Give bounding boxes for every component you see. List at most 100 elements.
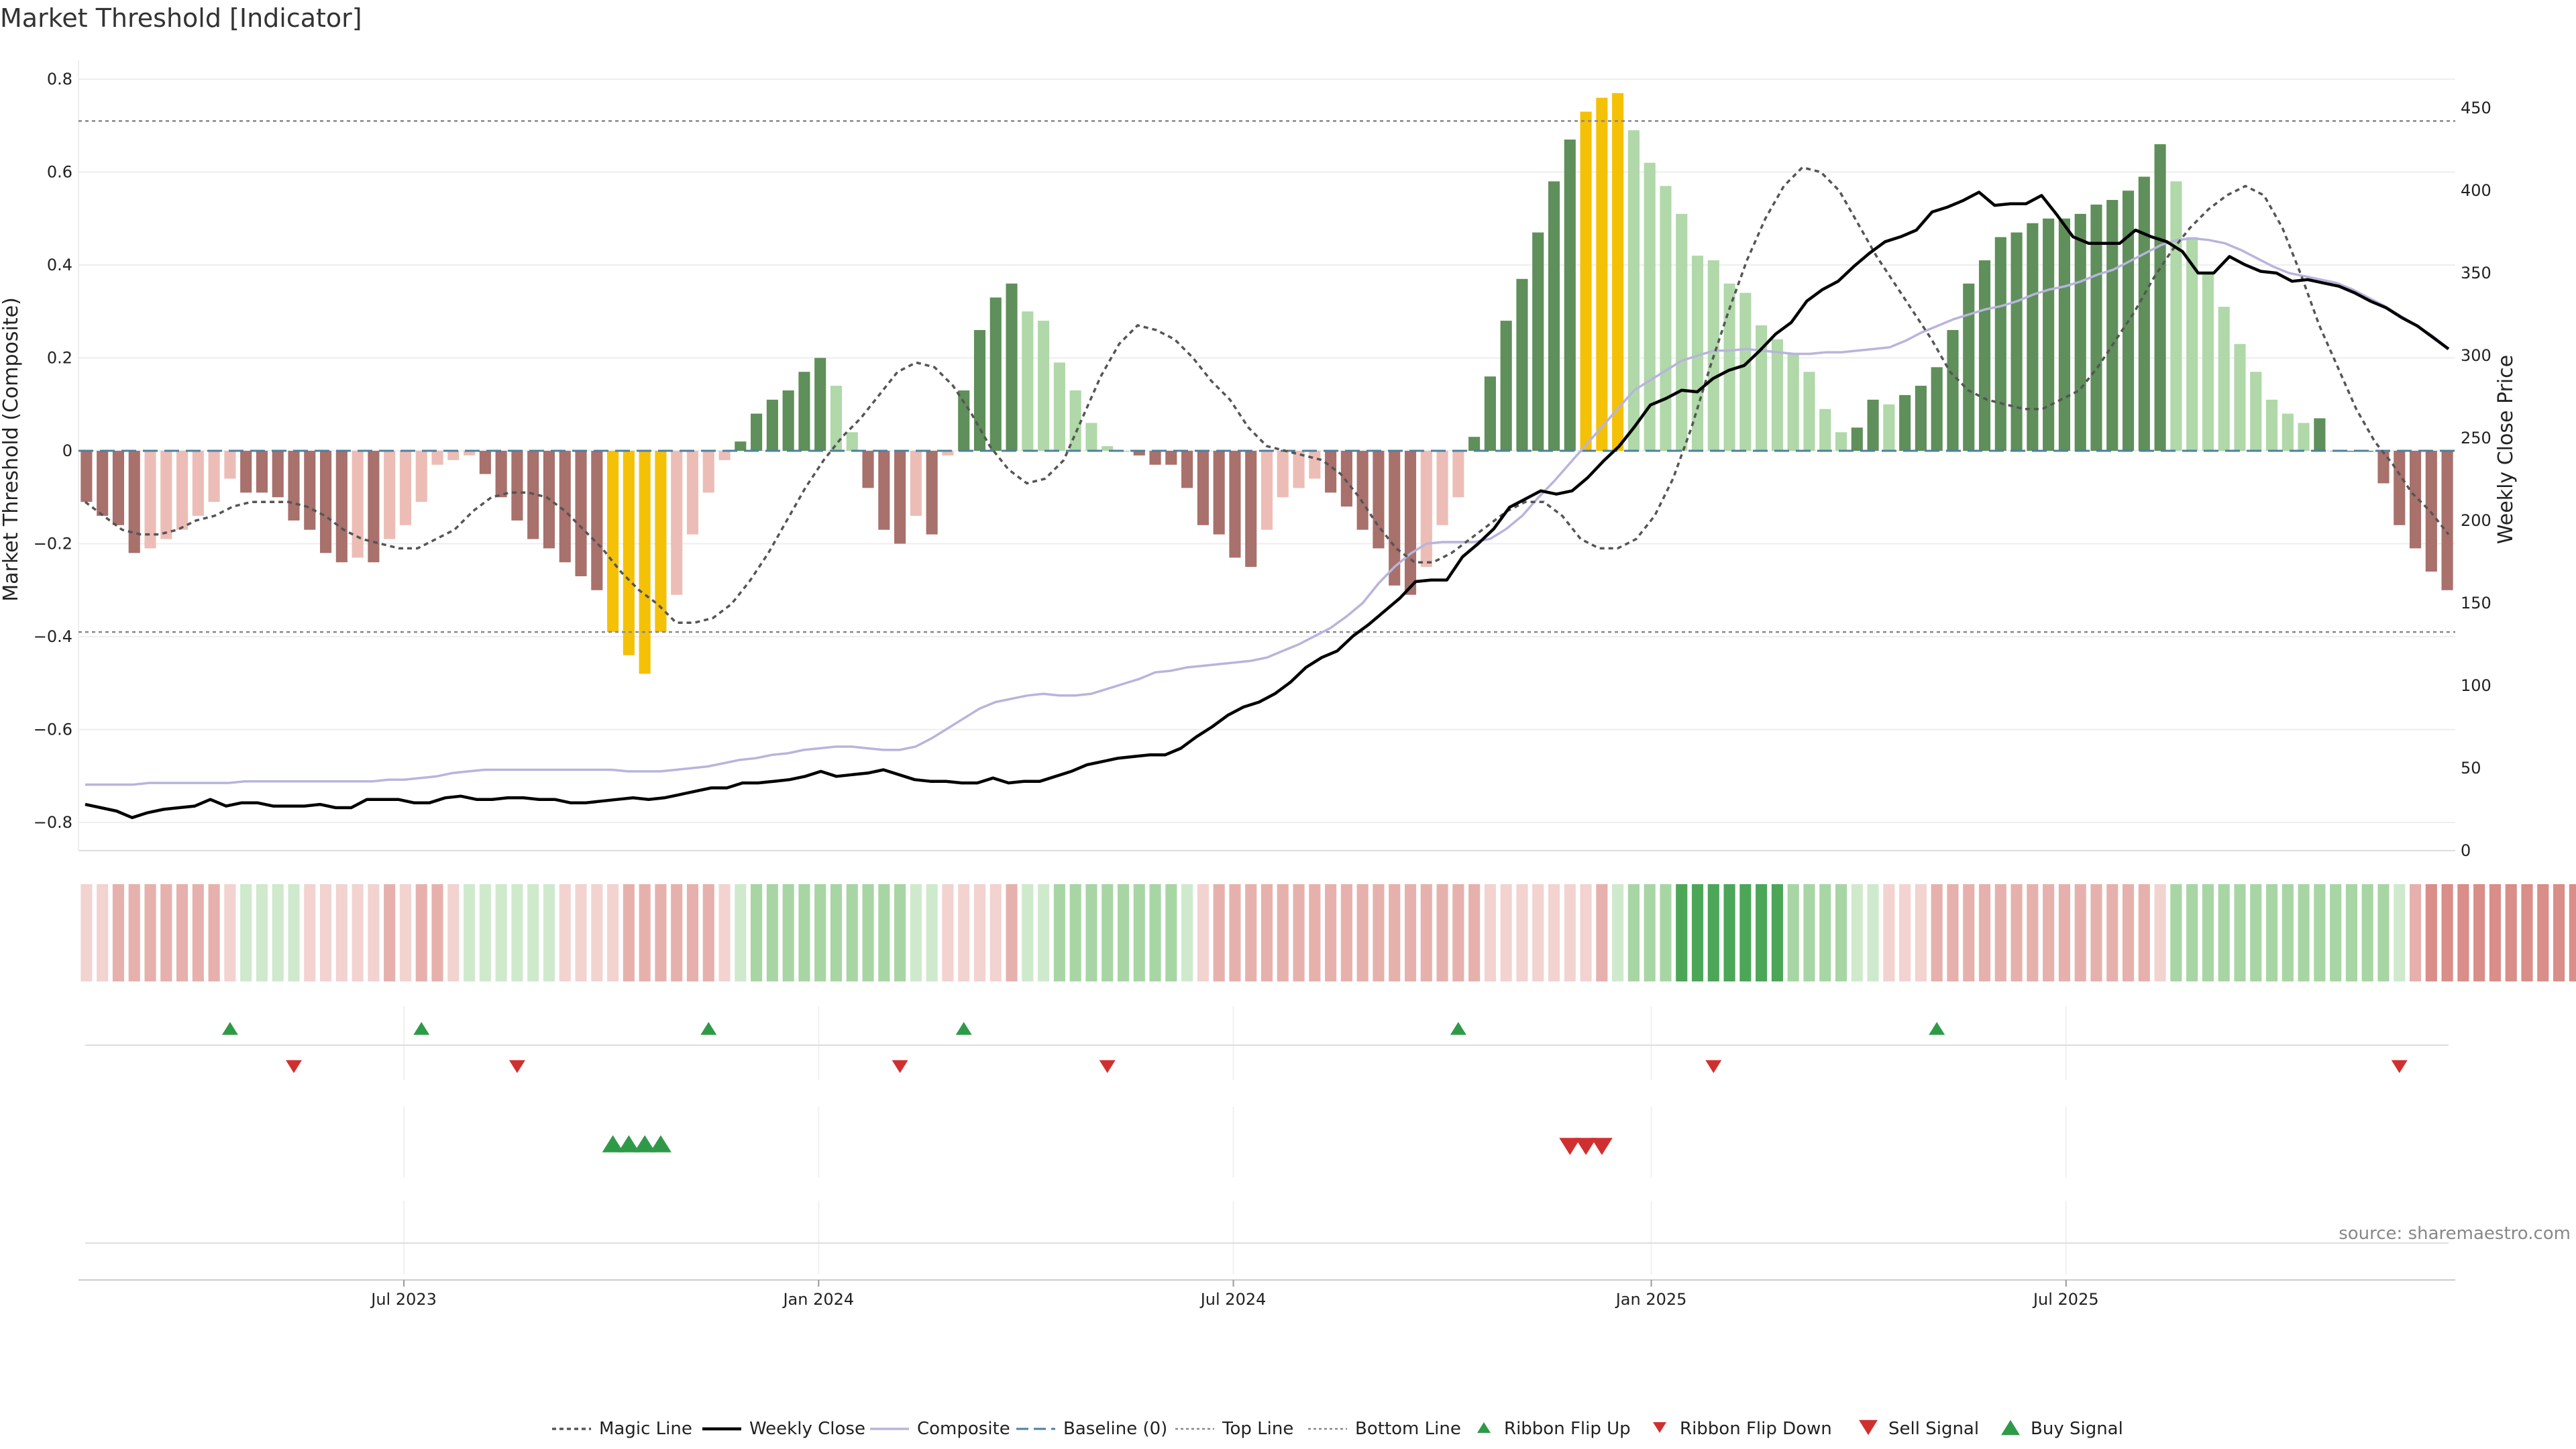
sell-signal-marker [1559, 1138, 1581, 1155]
ribbon-cell [1915, 884, 1927, 981]
ribbon-cell [1181, 884, 1193, 981]
composite-line [85, 237, 2450, 786]
y-tick-label: −0.6 [34, 720, 72, 739]
y-tick-label: −0.4 [34, 627, 72, 646]
x-tick-label: Jul 2023 [370, 1290, 437, 1309]
composite-bar [910, 451, 922, 516]
ribbon-cell [926, 884, 938, 981]
composite-bar [1452, 451, 1464, 498]
composite-bar [1627, 130, 1640, 451]
y2-tick-label: 100 [2461, 676, 2491, 695]
ribbon-cell [1676, 884, 1688, 981]
ribbon-cell [2282, 884, 2294, 981]
ribbon-cell [1165, 884, 1177, 981]
ribbon-cell [1867, 884, 1879, 981]
composite-bar [2314, 418, 2326, 451]
x-tick-label: Jul 2025 [2032, 1290, 2099, 1309]
ribbon-cell [2457, 884, 2469, 981]
composite-bar [926, 451, 938, 535]
composite-bar [176, 451, 189, 530]
y2-tick-label: 150 [2461, 594, 2491, 612]
composite-bar [575, 451, 587, 576]
composite-bar [304, 451, 316, 530]
composite-bar [1420, 451, 1432, 568]
weekly-close-line [85, 191, 2450, 820]
composite-bar [1149, 451, 1161, 465]
composite-bar [1867, 399, 1879, 451]
ribbon-cell [1452, 884, 1464, 981]
composite-bar [511, 451, 523, 521]
composite-bar [160, 451, 172, 539]
composite-bar [1899, 394, 1911, 451]
composite-bar [830, 386, 843, 451]
ribbon-flip-down-marker [286, 1060, 303, 1073]
composite-bar [1038, 321, 1050, 451]
ribbon-cell [1994, 884, 2006, 981]
ribbon-cell [2553, 884, 2565, 981]
legend-bottom-line-label: Bottom Line [1355, 1419, 1461, 1439]
composite-bar [2106, 200, 2118, 451]
ribbon-cell [2218, 884, 2230, 981]
composite-bar [846, 432, 858, 451]
composite-bar [1963, 283, 1975, 451]
ribbon-cell [80, 884, 93, 981]
ribbon-flip-up-marker [955, 1022, 972, 1035]
ribbon-cell [989, 884, 1002, 981]
composite-bar [1500, 321, 1512, 451]
composite-bar [2138, 176, 2150, 451]
ribbon-cell [639, 884, 651, 981]
y2-tick-label: 300 [2461, 346, 2491, 365]
ribbon-cell [352, 884, 364, 981]
legend-baseline-label: Baseline (0) [1063, 1419, 1167, 1439]
x-tick-label: Jan 2024 [782, 1290, 854, 1309]
ribbon-cell [1787, 884, 1799, 981]
ribbon-cell [1085, 884, 1097, 981]
composite-bar [1373, 451, 1385, 549]
composite-bar [1325, 451, 1337, 493]
ribbon-cell [1723, 884, 1735, 981]
ribbon-cell [1245, 884, 1257, 981]
composite-bar [1691, 256, 1704, 451]
composite-bar [2394, 451, 2406, 525]
legend-ribbon-flip-down-label: Ribbon Flip Down [1680, 1419, 1832, 1439]
ribbon-cell [798, 884, 810, 981]
ribbon-cell [1803, 884, 1815, 981]
ribbon-cell [1978, 884, 1991, 981]
ribbon-cell [415, 884, 427, 981]
ribbon-cell [2569, 884, 2576, 981]
buy-signal-marker [618, 1135, 640, 1152]
ribbon-cell [702, 884, 714, 981]
composite-bar [384, 451, 396, 539]
composite-bar [1229, 451, 1241, 558]
tick-labels: 0.8 0.6 0.4 0.2 0 −0.2 −0.4 −0.6 −0.8 450 400 350 30… [34, 70, 2491, 1309]
composite-bar [320, 451, 332, 553]
ribbon-cell [1851, 884, 1863, 981]
composite-bar [798, 372, 810, 451]
chart-title: Market Threshold [Indicator] [0, 3, 362, 33]
x-tick-label: Jul 2024 [1199, 1290, 1267, 1309]
composite-bar [1404, 451, 1417, 595]
composite-bar [2043, 218, 2055, 451]
composite-bar [335, 451, 347, 563]
ribbon-cell [1739, 884, 1752, 981]
buy-signal-marker [649, 1135, 672, 1152]
composite-bar [894, 451, 906, 544]
ribbon-cell [208, 884, 220, 981]
ribbon-cell [894, 884, 906, 981]
ribbon-cell [176, 884, 189, 981]
ribbon-cell [384, 884, 396, 981]
ribbon-flip-down-marker [1099, 1060, 1116, 1073]
legend-magic-line-label: Magic Line [599, 1419, 692, 1439]
ribbon-cell [2345, 884, 2357, 981]
composite-bar [1771, 339, 1783, 451]
ribbon-cell [2361, 884, 2373, 981]
composite-bar [1102, 446, 1114, 451]
composite-bar [1883, 404, 1895, 451]
ribbon-cell [1022, 884, 1034, 981]
ribbon-cell [1309, 884, 1321, 981]
composite-bar [1931, 367, 1943, 451]
ribbon-cell [2394, 884, 2406, 981]
legend-sell-signal-label: Sell Signal [1888, 1419, 1979, 1439]
ribbon-cell [1963, 884, 1975, 981]
